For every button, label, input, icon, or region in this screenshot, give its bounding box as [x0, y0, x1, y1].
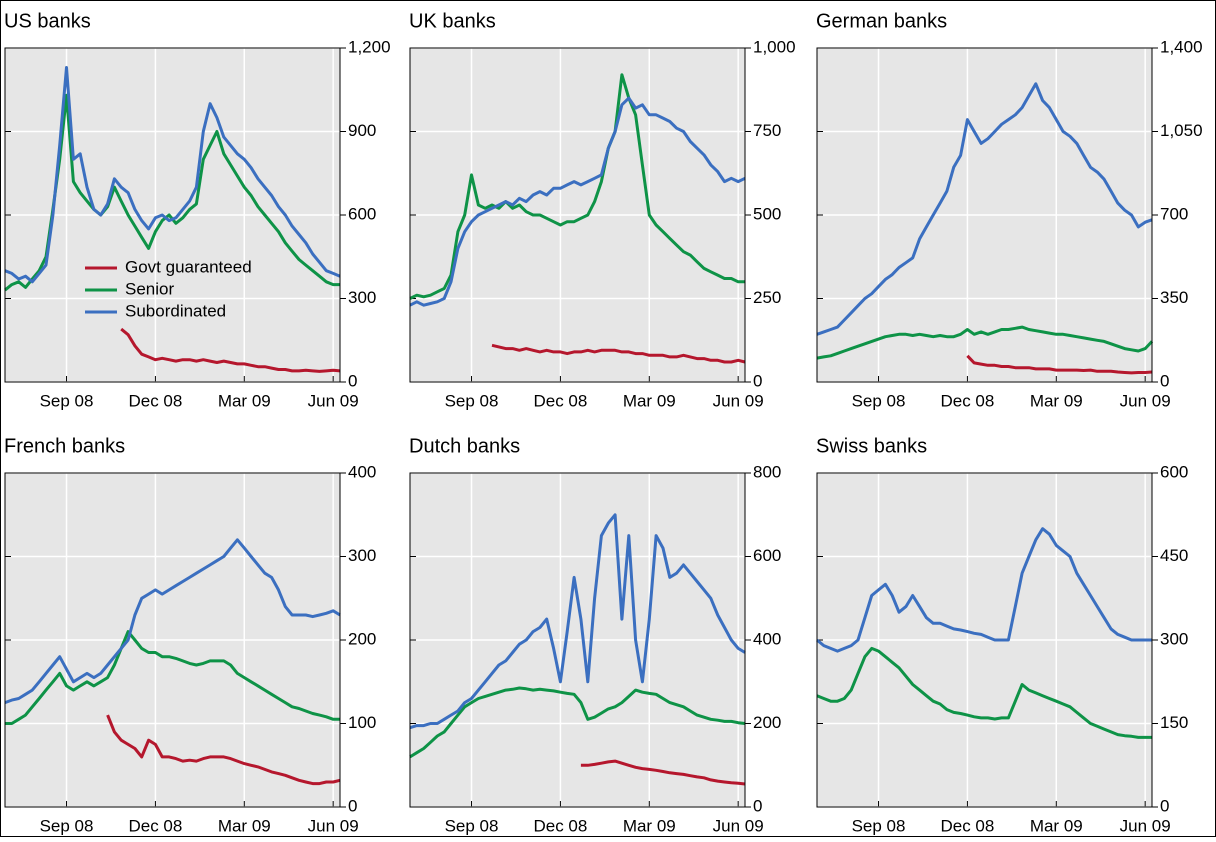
- y-tick-label: 100: [348, 713, 376, 732]
- x-tick-label: Dec 08: [940, 391, 994, 410]
- x-tick-label: Dec 08: [533, 816, 587, 835]
- x-tick-label: Mar 09: [623, 391, 676, 410]
- x-tick-label: Mar 09: [1030, 816, 1083, 835]
- plot-border: [4, 472, 341, 808]
- series-line: [816, 646, 1152, 739]
- y-tick-label: 400: [348, 462, 376, 481]
- x-tick-label: Jun 09: [308, 816, 359, 835]
- legend-label: Govt guaranteed: [125, 257, 252, 276]
- y-tick-label: 0: [348, 371, 357, 390]
- series-line: [816, 325, 1154, 360]
- panel-title: UK banks: [409, 10, 496, 32]
- x-tick-label: Dec 08: [128, 391, 182, 410]
- y-tick-label: 600: [1160, 462, 1188, 481]
- y-tick-label: 700: [1160, 204, 1188, 223]
- y-tick-label: 400: [753, 629, 781, 648]
- x-tick-label: Mar 09: [218, 816, 271, 835]
- x-tick-label: Jun 09: [713, 816, 764, 835]
- x-tick-label: Mar 09: [218, 391, 271, 410]
- y-tick-label: 600: [348, 204, 376, 223]
- panel-title: Dutch banks: [409, 435, 520, 457]
- y-tick-label: 300: [1160, 629, 1188, 648]
- series-line: [491, 343, 746, 364]
- x-tick-label: Dec 08: [533, 391, 587, 410]
- x-tick-label: Sep 08: [40, 391, 94, 410]
- x-tick-label: Jun 09: [713, 391, 764, 410]
- y-tick-label: 200: [753, 713, 781, 732]
- x-tick-label: Dec 08: [940, 816, 994, 835]
- legend-label: Subordinated: [125, 301, 226, 320]
- y-tick-label: 350: [1160, 288, 1188, 307]
- series-line: [580, 759, 746, 786]
- x-tick-label: Mar 09: [1030, 391, 1083, 410]
- y-tick-label: 800: [753, 462, 781, 481]
- series-line: [120, 327, 341, 373]
- x-tick-label: Jun 09: [308, 391, 359, 410]
- y-tick-label: 300: [348, 546, 376, 565]
- series-line: [4, 66, 341, 284]
- y-tick-label: 200: [348, 629, 376, 648]
- series-line: [409, 73, 745, 300]
- panel-title: Swiss banks: [816, 435, 927, 457]
- y-tick-label: 250: [753, 288, 781, 307]
- y-tick-label: 900: [348, 121, 376, 140]
- series-line: [816, 527, 1152, 653]
- x-tick-label: Jun 09: [1120, 816, 1171, 835]
- y-tick-label: 300: [348, 288, 376, 307]
- series-line: [106, 714, 341, 786]
- plot-border: [409, 472, 746, 808]
- panel-title: French banks: [4, 435, 125, 457]
- x-tick-label: Sep 08: [852, 391, 906, 410]
- series-line: [409, 96, 746, 307]
- legend-label: Senior: [125, 279, 174, 298]
- x-tick-label: Sep 08: [445, 816, 499, 835]
- y-tick-label: 0: [753, 796, 762, 815]
- series-line: [816, 82, 1153, 336]
- y-tick-label: 1,000: [753, 37, 796, 56]
- series-line: [409, 686, 746, 759]
- y-tick-label: 0: [753, 371, 762, 390]
- y-tick-label: 0: [1160, 371, 1169, 390]
- y-tick-label: 1,200: [348, 37, 391, 56]
- panel-title: German banks: [816, 10, 947, 32]
- x-tick-label: Dec 08: [128, 816, 182, 835]
- x-tick-label: Sep 08: [852, 816, 906, 835]
- y-tick-label: 750: [753, 121, 781, 140]
- y-tick-label: 0: [348, 796, 357, 815]
- series-line: [4, 538, 341, 705]
- series-line: [5, 630, 340, 725]
- x-tick-label: Jun 09: [1120, 391, 1171, 410]
- series-line: [966, 354, 1153, 375]
- plot-border: [409, 47, 746, 383]
- plot-border: [816, 47, 1153, 383]
- y-tick-label: 600: [753, 546, 781, 565]
- series-line: [409, 513, 746, 730]
- y-tick-label: 1,050: [1160, 121, 1203, 140]
- y-tick-label: 0: [1160, 796, 1169, 815]
- y-tick-label: 150: [1160, 713, 1188, 732]
- x-tick-label: Sep 08: [445, 391, 499, 410]
- plot-border: [4, 47, 341, 383]
- y-tick-label: 1,400: [1160, 37, 1203, 56]
- y-tick-label: 500: [753, 204, 781, 223]
- x-tick-label: Sep 08: [40, 816, 94, 835]
- panel-title: US banks: [4, 10, 91, 32]
- x-tick-label: Mar 09: [623, 816, 676, 835]
- y-tick-label: 450: [1160, 546, 1188, 565]
- plot-border: [816, 472, 1153, 808]
